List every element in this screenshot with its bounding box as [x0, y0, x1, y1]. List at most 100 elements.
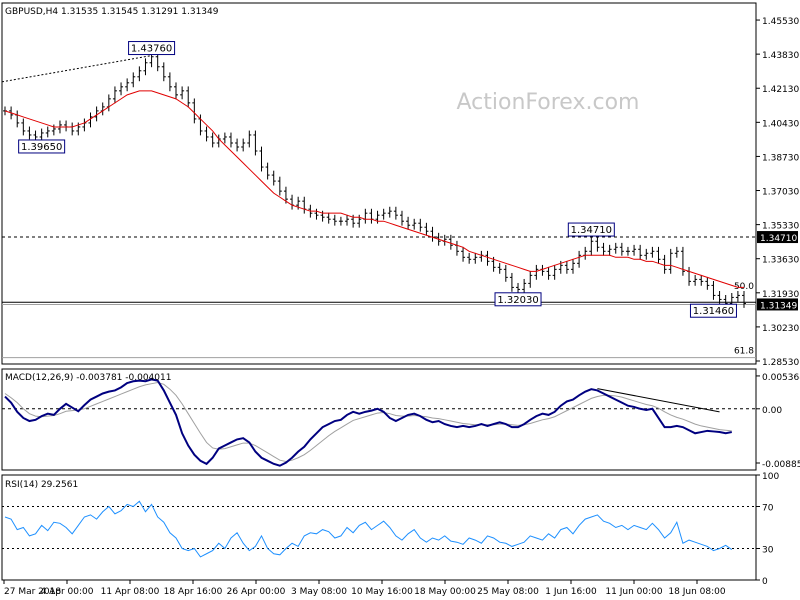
- price-bar: [253, 130, 258, 156]
- price-bar: [247, 130, 252, 148]
- price-bar: [363, 208, 368, 224]
- y-tick-label: 1.37030: [762, 188, 799, 198]
- price-bar: [338, 216, 343, 226]
- price-bar: [479, 250, 484, 262]
- y-tick-label: 1.40430: [762, 119, 799, 129]
- y-tick-label: 1.45530: [762, 17, 799, 27]
- price-panel: [1, 2, 757, 365]
- annotation-box: [567, 222, 615, 237]
- fib-label: 50.0: [734, 282, 754, 292]
- price-bar: [381, 208, 386, 220]
- chart-header: GBPUSD,H4 1.31535 1.31545 1.31291 1.3134…: [5, 7, 219, 17]
- price-bar: [21, 118, 26, 136]
- price-bar: [192, 98, 197, 124]
- y-tick-label: 100: [762, 472, 779, 482]
- price-bar: [393, 206, 398, 220]
- price-bar: [497, 262, 502, 274]
- y-tick-label: 30: [762, 546, 774, 556]
- price-bar: [668, 248, 673, 274]
- x-tick-label: 25 May 08:00: [477, 587, 539, 597]
- price-bar: [345, 214, 350, 226]
- x-tick-label: 18 Jun 08:00: [668, 587, 725, 597]
- price-bar: [94, 106, 99, 122]
- price-bar: [39, 128, 44, 142]
- price-bar: [235, 138, 240, 152]
- price-bar: [674, 246, 679, 258]
- price-bar: [259, 146, 264, 172]
- x-tick-label: 10 May 16:00: [351, 587, 413, 597]
- price-bar: [290, 194, 295, 210]
- price-bar: [583, 246, 588, 260]
- price-bar: [186, 86, 191, 108]
- price-bar: [119, 82, 124, 96]
- x-tick-label: 11 Jun 00:00: [605, 587, 662, 597]
- price-bar: [106, 94, 111, 112]
- price-bar: [210, 132, 215, 148]
- macd-title: MACD(12,26,9) -0.003781 -0.004011: [5, 373, 171, 383]
- price-bar: [540, 264, 545, 276]
- price-bar: [180, 86, 185, 100]
- price-bar: [45, 126, 50, 138]
- price-bar: [613, 242, 618, 254]
- price-bar: [51, 124, 56, 136]
- price-bar: [100, 102, 105, 116]
- y-tick-label: 1.28530: [762, 358, 799, 368]
- price-tag-label: 1.34710: [760, 234, 797, 244]
- annotation-label: 1.39650: [21, 142, 62, 153]
- price-bar: [430, 226, 435, 242]
- price-bar: [638, 244, 643, 260]
- price-bar: [167, 72, 172, 92]
- price-bar: [644, 248, 649, 260]
- price-bar: [711, 280, 716, 300]
- price-bar: [418, 218, 423, 232]
- fib-label: 61.8: [734, 347, 754, 357]
- y-tick-label: 1.33630: [762, 256, 799, 266]
- price-bar: [222, 132, 227, 144]
- annotation-box: [18, 139, 66, 154]
- price-bar: [656, 246, 661, 264]
- price-bar: [650, 246, 655, 258]
- macd-line: [4, 378, 732, 467]
- price-bar: [143, 58, 148, 76]
- price-bar: [516, 282, 521, 294]
- price-bar: [546, 266, 551, 280]
- price-bar: [302, 196, 307, 214]
- price-bar: [265, 162, 270, 180]
- y-tick-label: 1.30230: [762, 324, 799, 334]
- price-bar: [204, 126, 209, 142]
- price-bar: [454, 240, 459, 256]
- price-bar: [503, 264, 508, 282]
- rsi-panel: [1, 474, 757, 581]
- price-tag-label: 1.31349: [760, 301, 797, 311]
- y-tick-label: 0.005368: [762, 373, 800, 383]
- price-bar: [15, 110, 20, 128]
- trendline: [1, 55, 152, 83]
- price-bar: [369, 208, 374, 224]
- price-bar: [326, 212, 331, 224]
- price-bar: [601, 242, 606, 256]
- y-tick-label: 1.35330: [762, 222, 799, 232]
- price-bar: [64, 120, 69, 132]
- price-bar: [742, 290, 746, 308]
- price-bar: [534, 264, 539, 280]
- price-bar: [387, 206, 392, 218]
- price-bar: [564, 260, 569, 274]
- price-bar: [412, 218, 417, 230]
- price-bar: [314, 208, 319, 220]
- macd-panel: [1, 368, 757, 471]
- price-bar: [332, 214, 337, 226]
- y-tick-label: 70: [762, 504, 774, 514]
- y-tick-label: 1.31930: [762, 290, 799, 300]
- price-bar: [509, 272, 514, 292]
- price-bar: [577, 250, 582, 268]
- price-bar: [619, 242, 624, 256]
- macd-trendline: [597, 388, 720, 413]
- price-bar: [131, 72, 136, 88]
- price-bar: [467, 252, 472, 264]
- x-tick-label: 1 Jun 16:00: [545, 587, 597, 597]
- annotation-label: 1.34710: [571, 225, 612, 236]
- x-tick-label: 3 May 08:00: [291, 587, 347, 597]
- price-bar: [552, 264, 557, 280]
- price-bar: [82, 118, 87, 132]
- price-bar: [473, 252, 478, 264]
